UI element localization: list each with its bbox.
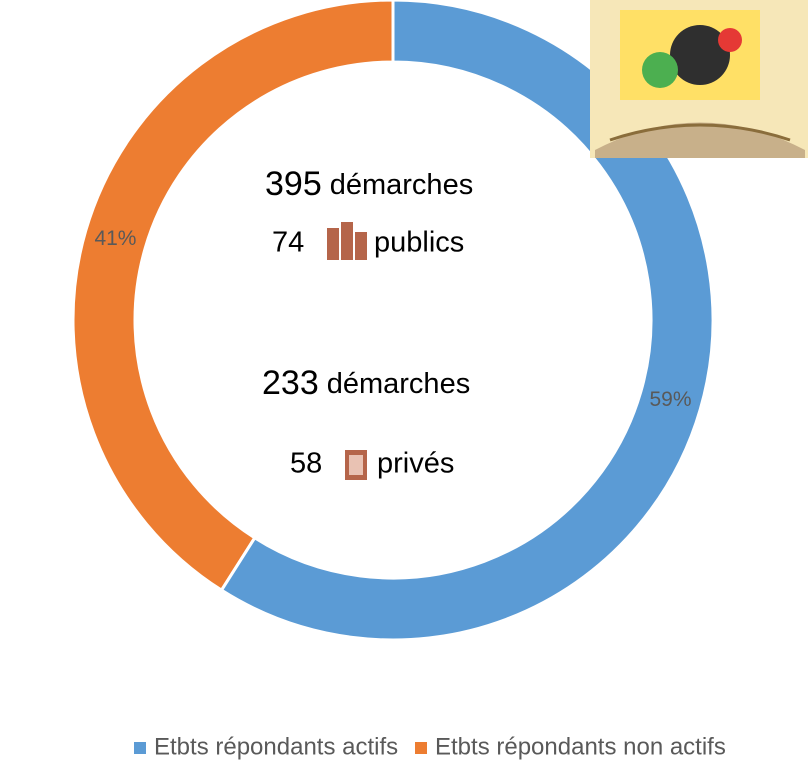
decorative-image [590,0,808,158]
legend-label: Etbts répondants actifs [154,733,398,760]
annotation-text: démarches [330,169,473,201]
donut-slice [219,0,715,642]
annotation-text: publics [374,227,464,259]
annotation-number: 58 [290,448,322,480]
annotation-number: 233 [262,364,319,402]
legend-swatch [134,742,146,754]
annotation-text: privés [377,448,454,480]
annotation-number: 395 [265,165,322,203]
legend-swatch [415,742,427,754]
legend-label: Etbts répondants non actifs [435,733,726,760]
building-icon [345,450,367,480]
building-icon [327,222,367,260]
center-text: 395 démarches 74 publics 233 démarches 58 … [262,165,473,480]
data-label: 59% [650,388,692,411]
annotation-number: 74 [272,227,304,259]
donut-slice [71,0,395,593]
annotation-text: démarches [327,368,470,400]
data-label: 41% [94,227,136,250]
